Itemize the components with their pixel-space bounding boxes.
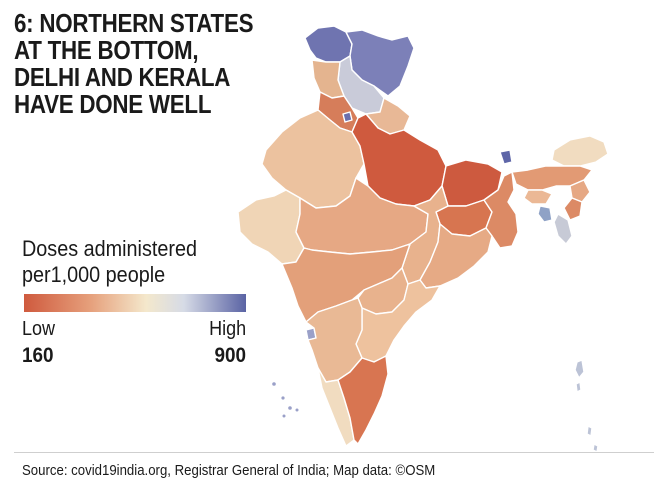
region-nagaland — [569, 179, 591, 203]
title-line-4: HAVE DONE WELL — [14, 89, 212, 119]
source-note: Source: covid19india.org, Registrar Gene… — [22, 462, 436, 479]
footer-divider — [14, 452, 654, 453]
region-arunachal-pradesh — [551, 135, 609, 167]
region-andhra-pradesh — [355, 279, 441, 363]
map-title: 6: NORTHERN STATES AT THE BOTTOM, DELHI … — [14, 10, 263, 118]
region-sikkim — [499, 149, 513, 165]
legend-title: Doses administered per1,000 people — [22, 236, 238, 288]
region-tamil-nadu — [337, 355, 389, 445]
legend-high-label: High — [208, 318, 246, 340]
title-line-3: DELHI AND KERALA — [14, 62, 231, 92]
region-andaman-nicobar — [574, 359, 599, 453]
region-manipur — [563, 197, 583, 221]
region-gujarat — [237, 189, 305, 265]
region-mizoram — [553, 213, 573, 245]
region-rajasthan — [261, 109, 365, 209]
region-odisha — [419, 223, 493, 289]
title-line-1: 6: NORTHERN STATES — [14, 8, 254, 38]
legend-color-scale — [24, 294, 246, 312]
lakshadweep-islands — [272, 382, 299, 418]
legend-title-line-2: per1,000 people — [22, 262, 166, 287]
legend-title-line-1: Doses administered — [22, 236, 197, 261]
legend-max-value: 900 — [214, 344, 246, 367]
region-delhi — [342, 111, 353, 123]
region-tripura — [537, 205, 553, 223]
region-meghalaya — [523, 189, 553, 205]
legend-low-label: Low — [22, 318, 56, 340]
region-jammu-kashmir — [304, 25, 353, 63]
title-line-2: AT THE BOTTOM, — [14, 35, 199, 65]
legend-min-value: 160 — [22, 344, 54, 367]
